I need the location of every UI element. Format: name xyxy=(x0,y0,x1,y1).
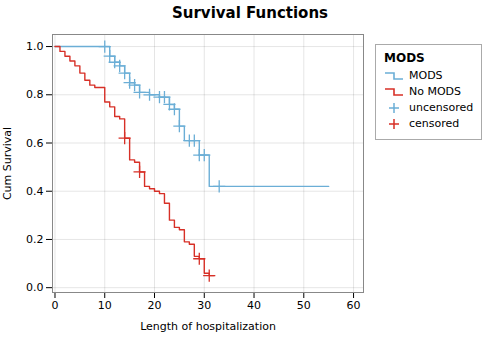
svg-text:0.6: 0.6 xyxy=(26,137,44,150)
svg-text:Cum Survival: Cum Survival xyxy=(1,127,14,200)
html-text:No MODS: No MODS xyxy=(409,85,462,98)
svg-text:60: 60 xyxy=(347,299,361,312)
svg-text:30: 30 xyxy=(197,299,211,312)
svg-text:0.4: 0.4 xyxy=(26,185,44,198)
svg-text:20: 20 xyxy=(148,299,162,312)
html-text:Survival Functions: Survival Functions xyxy=(172,4,328,22)
svg-text:0.0: 0.0 xyxy=(26,281,44,294)
svg-text:1.0: 1.0 xyxy=(26,40,44,53)
svg-text:Length of hospitalization: Length of hospitalization xyxy=(140,320,276,333)
svg-text:0: 0 xyxy=(51,299,58,312)
svg-text:50: 50 xyxy=(297,299,311,312)
html-text:MODS: MODS xyxy=(384,51,425,65)
html-text:uncensored: uncensored xyxy=(409,101,474,114)
html-text:censored: censored xyxy=(409,117,460,130)
html-text:MODS: MODS xyxy=(409,69,443,82)
svg-text:0.2: 0.2 xyxy=(26,233,44,246)
svg-text:10: 10 xyxy=(98,299,112,312)
svg-text:40: 40 xyxy=(247,299,261,312)
svg-text:0.8: 0.8 xyxy=(26,88,44,101)
